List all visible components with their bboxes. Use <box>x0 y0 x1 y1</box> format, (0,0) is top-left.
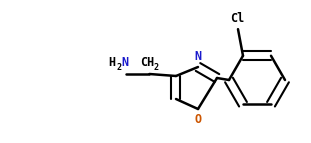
Text: N: N <box>194 50 202 63</box>
Text: O: O <box>194 113 202 126</box>
Text: N: N <box>121 56 128 69</box>
Text: 2: 2 <box>154 63 159 72</box>
Text: CH: CH <box>140 56 155 69</box>
Text: H: H <box>108 56 115 69</box>
Text: 2: 2 <box>116 63 121 72</box>
Text: Cl: Cl <box>230 12 244 25</box>
